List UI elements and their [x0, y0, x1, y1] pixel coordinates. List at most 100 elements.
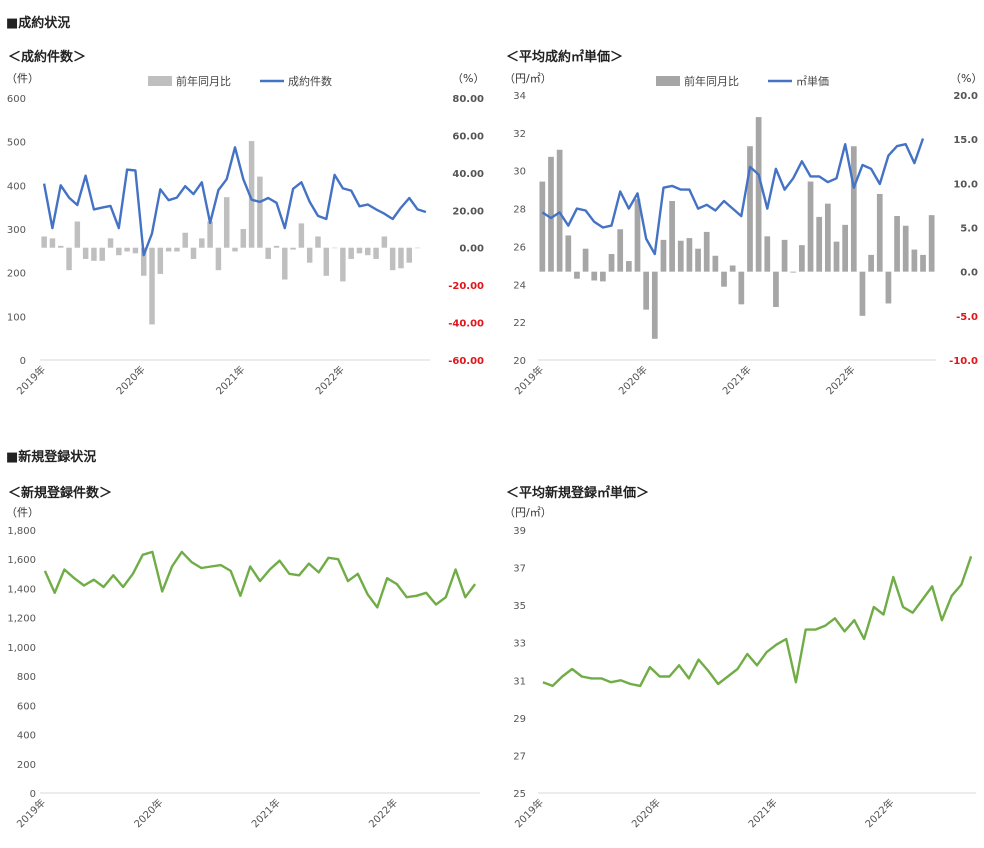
x-tick-label: 2021年 [213, 363, 247, 397]
y-tick-label-left: 0 [30, 789, 36, 800]
bar [721, 271, 727, 287]
bar [643, 271, 650, 310]
bar [223, 197, 230, 248]
y-tick-label-left: 26 [513, 242, 526, 253]
x-tick-label: 2020年 [131, 796, 165, 830]
chart-title-new-listing-count: ＜新規登録件数＞ [8, 486, 113, 501]
y-tick-label-left: 400 [7, 181, 26, 192]
bar [99, 247, 105, 261]
bar [306, 247, 313, 263]
bar [124, 247, 130, 252]
x-tick-label: 2020年 [616, 363, 650, 397]
x-tick-label: 2022年 [313, 363, 347, 397]
bar [140, 247, 147, 276]
chart-title-contract-price: ＜平均成約㎡単価＞ [506, 50, 624, 65]
bar [799, 245, 805, 272]
unit-right-contract-count: （%） [452, 72, 485, 85]
section-title-new-listing: ■新規登録状況 [6, 450, 97, 465]
bar [790, 271, 797, 273]
x-tick-label: 2021年 [249, 796, 283, 830]
bar [920, 254, 926, 272]
y-tick-label-left: 1,600 [7, 555, 36, 566]
x-tick-label: 2020年 [113, 363, 147, 397]
unit-left-contract-count: （件） [6, 72, 39, 85]
legend-label-bar: 前年同月比 [176, 74, 231, 88]
bar [894, 216, 900, 272]
y-tick-label-right: -60.00 [448, 356, 484, 367]
y-tick-label-right: 0.0 [960, 268, 978, 279]
bar [232, 247, 238, 252]
bar [660, 239, 667, 272]
bar [331, 247, 338, 249]
bar [215, 247, 222, 271]
bar [66, 247, 72, 271]
bar [389, 247, 396, 271]
bar [116, 247, 122, 256]
y-tick-label-left: 39 [513, 526, 526, 537]
bar [574, 271, 580, 279]
series-line [43, 550, 477, 609]
y-tick-label-right: 60.00 [452, 131, 484, 142]
unit-left-contract-price: （円/㎡） [504, 72, 552, 85]
legend-label-bar: 前年同月比 [684, 74, 739, 88]
bar [207, 221, 213, 248]
bar [157, 247, 164, 274]
y-tick-label-right: -40.00 [448, 319, 484, 330]
bar [824, 203, 831, 272]
bar [290, 247, 296, 250]
bar [298, 223, 305, 248]
bar [816, 216, 823, 272]
bar [414, 247, 421, 249]
y-tick-label-left: 100 [7, 312, 26, 323]
bar [556, 149, 563, 272]
bar [248, 141, 255, 248]
y-tick-label-right: 80.00 [452, 94, 484, 105]
y-tick-label-left: 500 [7, 138, 26, 149]
y-tick-label-left: 33 [513, 639, 526, 650]
bar [199, 238, 205, 248]
legend-label-line: 成約件数 [288, 74, 332, 88]
y-tick-label-right: 20.00 [452, 206, 484, 217]
bar [273, 245, 280, 248]
bar [842, 224, 849, 272]
x-tick-label: 2021年 [745, 796, 779, 830]
bar [107, 238, 114, 248]
series-line [42, 146, 427, 257]
legend-swatch-bar [148, 76, 172, 86]
y-tick-label-left: 20 [513, 356, 526, 367]
y-tick-label-right: 40.00 [452, 169, 484, 180]
bar [651, 271, 658, 339]
bar [928, 215, 935, 272]
y-tick-label-left: 28 [513, 205, 526, 216]
x-tick-label: 2019年 [512, 363, 546, 397]
y-tick-label-left: 1,400 [7, 584, 36, 595]
y-tick-label-left: 600 [17, 701, 36, 712]
bar [669, 201, 675, 272]
bar [398, 247, 404, 269]
bar [634, 199, 641, 272]
bar [755, 117, 762, 272]
bar [625, 261, 632, 272]
bar [582, 248, 589, 272]
y-tick-label-left: 800 [17, 672, 36, 683]
y-tick-label-left: 32 [513, 129, 526, 140]
x-tick-label: 2021年 [720, 363, 754, 397]
bar [348, 247, 354, 259]
x-tick-label: 2022年 [823, 363, 857, 397]
y-tick-label-left: 25 [513, 789, 526, 800]
y-tick-label-left: 1,800 [7, 526, 36, 537]
y-tick-label-left: 300 [7, 225, 26, 236]
unit-left-new-listing-count: （件） [6, 506, 39, 519]
bar [686, 238, 693, 272]
x-tick-label: 2019年 [14, 363, 48, 397]
y-tick-label-left: 1,200 [7, 614, 36, 625]
y-tick-label-left: 37 [513, 564, 526, 575]
bar [82, 247, 89, 259]
bar [859, 271, 866, 316]
legend-swatch-bar [656, 76, 680, 86]
y-tick-label-left: 24 [513, 280, 526, 291]
y-tick-label-left: 27 [513, 751, 526, 762]
y-tick-label-right: 20.0 [953, 91, 978, 102]
y-tick-label-right: 5.0 [960, 224, 978, 235]
